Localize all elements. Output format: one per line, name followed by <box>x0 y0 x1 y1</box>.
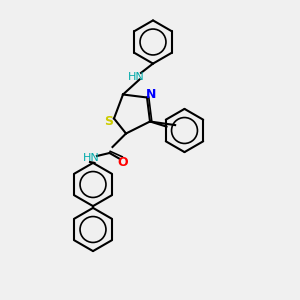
Text: O: O <box>118 155 128 169</box>
Text: N: N <box>146 88 156 101</box>
Text: HN: HN <box>128 71 145 82</box>
Text: HN: HN <box>83 153 100 164</box>
Text: S: S <box>104 115 113 128</box>
